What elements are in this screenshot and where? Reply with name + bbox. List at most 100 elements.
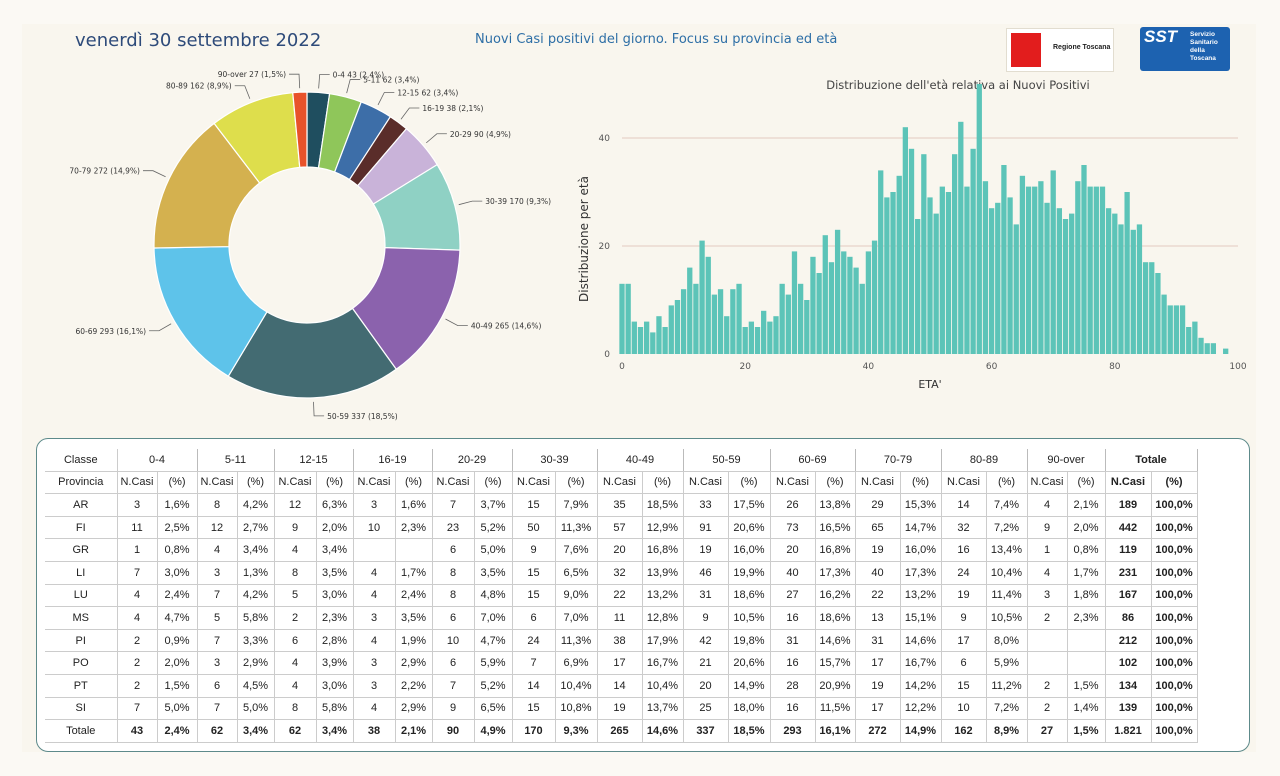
table-cell: 91	[683, 516, 729, 540]
histogram-bar-86	[1149, 262, 1155, 354]
table-cell: 7	[432, 493, 475, 517]
histogram-bar-93	[1192, 321, 1198, 354]
histogram-bar-24	[767, 321, 773, 354]
table-cell: 20	[597, 538, 643, 562]
table-cell: 13,9%	[642, 561, 684, 585]
table-cell: 19	[597, 697, 643, 721]
histogram-bar-73	[1069, 213, 1075, 354]
table-cell: 5,2%	[474, 674, 513, 698]
table-cell: 100,0%	[1151, 538, 1198, 562]
histogram-bar-77	[1093, 186, 1099, 354]
histogram-bar-0	[619, 283, 625, 354]
table-cell: 15	[512, 493, 556, 517]
table-cell: 19,8%	[728, 629, 771, 653]
histogram-xlabel: ETA'	[918, 378, 941, 391]
table-cell: 14,6%	[642, 719, 684, 743]
table-cell: 42	[683, 629, 729, 653]
table-cell: 4,7%	[157, 606, 198, 630]
table-cell: 8,9%	[986, 719, 1028, 743]
table-subheader-ncasi: N.Casi	[683, 471, 729, 495]
table-subheader-pct: (%)	[555, 471, 598, 495]
table-cell: 100,0%	[1151, 516, 1198, 540]
histogram-bar-28	[791, 251, 798, 354]
table-cell: 9,3%	[555, 719, 598, 743]
table-cell: 17,5%	[728, 493, 771, 517]
table-cell: 2,9%	[395, 697, 433, 721]
histogram-bar-25	[773, 316, 779, 354]
table-cell: 2,2%	[395, 674, 433, 698]
table-cell: 4,7%	[474, 629, 513, 653]
table-cell: 4	[353, 629, 396, 653]
table-cell: 1.821	[1105, 719, 1152, 743]
table-cell: 15,3%	[900, 493, 942, 517]
histogram-bar-45	[896, 175, 902, 354]
histogram-xtick: 80	[1109, 362, 1121, 372]
table-cell: 4	[353, 697, 396, 721]
histogram-bar-44	[890, 192, 896, 354]
table-cell: 1,6%	[157, 493, 198, 517]
table-cell: 9	[683, 606, 729, 630]
table-cell: 0,8%	[157, 538, 198, 562]
table-subheader-pct: (%)	[815, 471, 856, 495]
table-row: LU 4 2,4% 7 4,2% 5 3,0% 4 2,4% 8 4,8% 15 9,0% 22 13,2%…	[45, 584, 1198, 608]
table-cell: 14,2%	[900, 674, 942, 698]
histogram-bar-34	[828, 262, 835, 354]
table-cell: 12	[274, 493, 317, 517]
table-header-12-15: 12-15	[274, 449, 354, 472]
table-subheader-pct: (%)	[900, 471, 942, 495]
table-cell: 29	[855, 493, 901, 517]
histogram-xtick: 100	[1229, 362, 1246, 372]
page-title: Nuovi Casi positivi del giorno. Focus su…	[475, 32, 838, 47]
table-cell: 5	[197, 606, 238, 630]
table-cell: 22	[855, 584, 901, 608]
table-cell: 1,5%	[1067, 674, 1106, 698]
table-header-Totale: Totale	[1105, 449, 1198, 472]
table-cell: 2,0%	[157, 651, 198, 675]
histogram-ylabel: Distribuzione per età	[577, 176, 591, 302]
histogram-bar-38	[853, 267, 859, 354]
table-cell-provincia: AR	[45, 493, 118, 517]
table-cell: 23	[432, 516, 475, 540]
histogram-xtick: 40	[863, 362, 875, 372]
table-cell: 16	[941, 538, 987, 562]
table-row: PI 2 0,9% 7 3,3% 6 2,8% 4 1,9% 10 4,7% 24 11,3% 38 17,…	[45, 629, 1198, 653]
table-cell: 4	[117, 606, 158, 630]
table-cell: 1,8%	[1067, 584, 1106, 608]
donut-label-80-89: 80-89 162 (8,9%)	[166, 82, 232, 91]
table-header-30-39: 30-39	[512, 449, 598, 472]
table-cell: 1,5%	[1067, 719, 1106, 743]
table-subheader-pct: (%)	[1151, 471, 1198, 495]
table-cell: 3,0%	[316, 584, 354, 608]
histogram-bar-96	[1210, 343, 1217, 354]
table-cell: 7,4%	[986, 493, 1028, 517]
table-cell: 15,7%	[815, 651, 856, 675]
table-cell: 40	[770, 561, 816, 585]
table-row: SI 7 5,0% 7 5,0% 8 5,8% 4 2,9% 9 6,5% 15 10,8% 19 13,7…	[45, 697, 1198, 721]
histogram-bar-31	[810, 256, 816, 354]
donut-label-40-49: 40-49 265 (14,6%)	[471, 322, 542, 331]
table-cell: 13,2%	[642, 584, 684, 608]
table-cell: 2	[117, 651, 158, 675]
table-row: MS 4 4,7% 5 5,8% 2 2,3% 3 3,5% 6 7,0% 6 7,0% 11 12,8% 9…	[45, 606, 1198, 630]
table-cell: 442	[1105, 516, 1152, 540]
table-cell-provincia: FI	[45, 516, 118, 540]
table-cell: 4	[274, 538, 317, 562]
donut-leader-70-79	[142, 170, 166, 178]
table-cell: 15	[512, 561, 556, 585]
table-cell: 19	[941, 584, 987, 608]
histogram-bar-71	[1056, 208, 1063, 354]
histogram-bar-92	[1186, 327, 1192, 354]
table-cell: 2	[117, 629, 158, 653]
table-cell: 18,5%	[642, 493, 684, 517]
table-cell: 20,6%	[728, 651, 771, 675]
table-cell: 17,9%	[642, 629, 684, 653]
histogram-bar-53	[945, 192, 952, 354]
table-cell: 2,4%	[157, 584, 198, 608]
table-cell: 12,2%	[900, 697, 942, 721]
table-cell: 86	[1105, 606, 1152, 630]
table-cell: 12	[197, 516, 238, 540]
table-cell: 3,7%	[474, 493, 513, 517]
histogram-bar-87	[1155, 273, 1161, 354]
table-cell: 25	[683, 697, 729, 721]
table-cell: 38	[597, 629, 643, 653]
